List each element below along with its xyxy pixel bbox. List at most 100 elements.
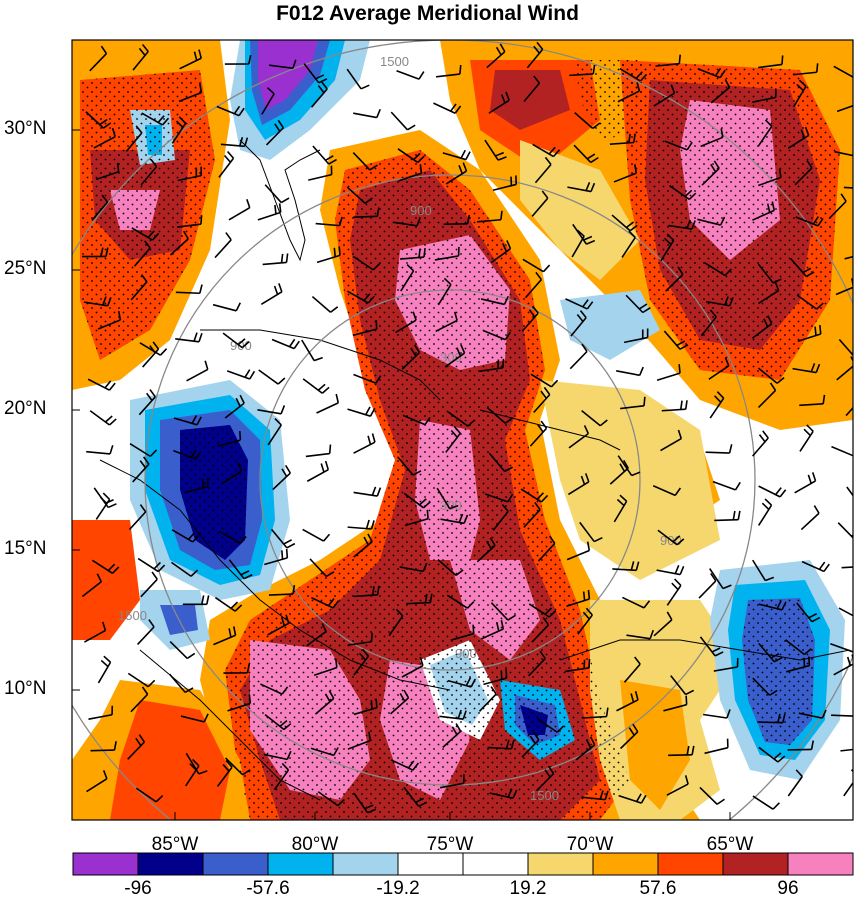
ring-label: 1500 [380,54,409,69]
wind-barb [436,487,451,510]
wind-barb-feather [588,658,591,669]
wind-barb-feather [466,601,475,609]
wind-barb-feather [807,474,812,484]
wind-barb-feather [589,736,596,746]
wind-barb-feather [412,762,420,771]
wind-barb [142,348,160,368]
wind-barb [581,796,606,801]
wind-barb [97,319,121,330]
wind-barb [794,167,813,186]
colorbar-swatch [267,852,334,876]
wind-barb [398,172,422,182]
wind-barb [388,615,404,637]
wind-barb-feather [640,794,647,804]
wind-barb-feather [458,165,463,174]
wind-barb-feather [605,707,609,717]
wind-barb [218,157,235,178]
wind-barb [184,485,209,494]
wind-barb-feather [147,230,155,239]
wind-barb-feather [365,519,370,529]
wind-barb-feather [709,309,717,318]
wind-barb-feather [376,487,382,497]
wind-barb [86,778,108,793]
colorbar [72,852,854,876]
wind-barb [757,367,778,384]
wind-barb-feather [280,616,286,626]
wind-barb [476,544,496,563]
wind-barb [401,352,421,370]
wind-barb [435,73,461,78]
wind-barb-feather [504,417,514,424]
wind-barb-feather [642,307,651,314]
colorbar-swatch [202,852,269,876]
wind-barb [844,255,853,260]
wind-barb-feather [716,391,725,399]
wind-barb [305,452,330,458]
wind-barb-feather [638,303,648,310]
wind-barb [669,185,690,201]
wind-barb [655,62,680,67]
wind-barb-feather [419,164,423,174]
wind-barb [801,560,825,573]
wind-barb [213,634,236,646]
wind-barb-feather [587,589,591,600]
wind-barb-feather [193,332,198,342]
wind-barb-feather [585,182,591,191]
wind-barb [169,640,188,659]
wind-barb-feather [140,274,148,283]
wind-barb [479,367,504,373]
wind-barb-feather [800,129,806,139]
wind-barb-feather [552,149,561,158]
wind-barb [785,664,810,673]
wind-barb-feather [333,247,336,257]
wind-barb [177,223,202,228]
wind-barb-feather [684,189,693,198]
wind-barb-feather [535,271,542,281]
wind-barb [660,239,675,262]
wind-barb [85,111,104,129]
wind-barb-feather [528,309,536,318]
wind-barb [268,64,294,70]
wind-barb-feather [187,532,196,540]
wind-barb [843,781,853,797]
wind-barb [228,207,251,221]
wind-barb-feather [726,709,731,719]
wind-barb-feather [533,45,541,54]
wind-barb-feather [155,794,164,803]
wind-barb-feather [315,74,325,80]
wind-barb-feather [292,59,297,69]
wind-barb-feather [619,463,626,472]
wind-barb-feather [334,658,338,668]
wind-barb-feather [635,71,643,79]
wind-barb-feather [198,770,208,775]
wind-barb-feather [413,152,421,161]
wind-barb-feather [643,396,646,406]
wind-barb [708,365,730,380]
wind-barb-feather [634,691,639,701]
wind-barb-feather [465,151,471,160]
wind-barb-feather [403,689,410,699]
wind-barb [306,468,329,482]
wind-barb [220,143,245,148]
wind-barb-feather [222,763,230,772]
wind-barb-feather [676,340,686,347]
wind-barb-feather [237,462,243,472]
wind-barb-feather [375,698,378,708]
colorbar-label: -19.2 [376,878,420,899]
wind-barb [488,452,506,472]
wind-barb [483,677,507,686]
wind-barb [86,450,111,455]
wind-barb [129,442,151,458]
wind-barb [97,661,112,684]
wind-barb-feather [358,652,367,661]
wind-barb [787,776,803,797]
wind-barb [140,166,158,186]
wind-barb-feather [328,158,337,165]
wind-barb [758,485,781,498]
wind-barb-feather [317,85,325,94]
wind-barb-feather [150,159,158,168]
wind-barb-feather [325,571,335,578]
wind-barb-feather [235,397,241,407]
wind-barb-feather [201,595,205,605]
